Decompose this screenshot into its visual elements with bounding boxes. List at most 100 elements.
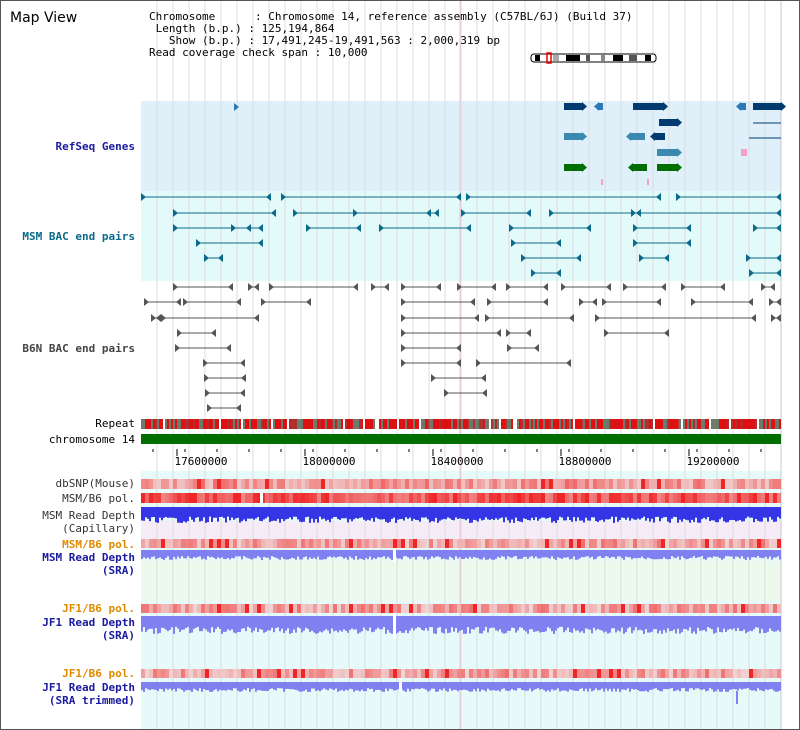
msm-read-depth-sra-bar [697,550,699,558]
jf1-b6-pol-2-heat [233,669,237,678]
jf1-b6-pol-heat [773,604,777,613]
msm-read-depth-capillary-bar [455,507,457,518]
msm-read-depth-sra-bar [649,550,651,559]
jf1-b6-pol-2-heat [617,669,621,678]
track-label-dbsnp[interactable]: dbSNP(Mouse) [55,477,135,490]
jf1-read-depth-sra-bar [767,616,769,632]
refseq-gene [564,103,582,110]
msm-read-depth-sra-bar [157,550,159,559]
track-label-msm-b6-pol[interactable]: MSM/B6 pol. [62,492,135,505]
dbsnp-heat [529,479,533,489]
jf1-b6-pol-heat [501,604,505,613]
jf1-read-depth-trimmed-bar [523,682,525,691]
msm-read-depth-sra-bar [541,550,543,558]
msm-read-depth-capillary-bar [565,507,567,521]
msm-read-depth-sra-bar [493,550,495,560]
jf1-read-depth-sra-bar [157,616,159,634]
dbsnp-heat [297,479,301,489]
repeat-feature [227,419,229,429]
axis-tick-label: 18000000 [303,455,356,468]
jf1-b6-pol-heat [761,604,765,613]
msm-read-depth-capillary-bar [667,507,669,522]
track-label-jf1-read-trimmed[interactable]: JF1 Read Depth (SRA trimmed) [42,681,135,707]
repeat-feature [383,419,385,429]
msm-b6-pol-sra-heat [509,539,513,548]
repeat-feature [507,419,509,429]
msm-read-depth-sra-bar [663,550,665,558]
repeat-feature [411,419,413,429]
msm-read-depth-sra-bar [315,550,317,560]
repeat-feature [243,419,245,429]
jf1-read-depth-trimmed-bar [195,682,197,690]
jf1-read-depth-trimmed-bar [671,682,673,689]
msm-read-depth-sra-bar [479,550,481,560]
dbsnp-heat [221,479,225,489]
repeat-feature [599,419,601,429]
dbsnp-heat [649,479,653,489]
msm-read-depth-sra-bar [681,550,683,557]
jf1-read-depth-trimmed-bar [227,682,229,690]
msm-b6-pol-sra-heat [561,539,565,548]
repeat-feature [435,419,437,429]
repeat-feature [651,419,653,429]
jf1-b6-pol-2-heat [729,669,733,678]
repeat-feature [729,419,731,429]
jf1-b6-pol-2-heat [189,669,193,678]
b6n-bac-pair [241,374,246,382]
jf1-read-depth-trimmed-bar [609,682,611,689]
msm-b6-pol-sra-heat [529,539,533,548]
track-label-jf1-read-sra[interactable]: JF1 Read Depth (SRA) [42,616,135,642]
msm-b6-pol-heat [641,493,645,503]
track-label-chromosome[interactable]: chromosome 14 [48,433,135,446]
repeat-feature [305,419,307,429]
dbsnp-heat [301,479,305,489]
track-label-msm-bac[interactable]: MSM BAC end pairs [22,230,135,243]
msm-read-depth-capillary-bar [141,507,143,521]
jf1-read-depth-trimmed-bar [437,682,439,692]
track-label-jf1-b6-pol-2[interactable]: JF1/B6 pol. [62,667,135,680]
msm-read-depth-sra-bar [409,550,411,559]
jf1-b6-pol-2-heat [225,669,229,678]
msm-read-depth-sra-bar [347,550,349,560]
jf1-read-depth-sra-bar [165,616,167,630]
track-label-repeat[interactable]: Repeat [95,417,135,430]
jf1-b6-pol-2-heat [413,669,417,678]
msm-read-depth-capillary-bar [191,507,193,520]
jf1-read-depth-trimmed-bar [145,682,147,689]
msm-read-depth-sra-bar [419,550,421,557]
jf1-read-depth-trimmed-bar [663,682,665,690]
b6n-bac-pair [543,283,548,291]
b6n-bac-pair [207,404,212,412]
msm-b6-pol-heat [465,493,469,503]
msm-b6-pol-sra-heat [513,539,517,548]
track-label-msm-b6-pol-sra[interactable]: MSM/B6 pol. [62,538,135,551]
repeat-feature [461,419,463,429]
refseq-gene [677,118,682,127]
msm-bac-pair [556,269,561,277]
msm-read-depth-sra-bar [719,550,721,559]
jf1-read-depth-trimmed-bar [235,682,237,689]
track-label-refseq[interactable]: RefSeq Genes [55,140,135,153]
jf1-b6-pol-2-heat [529,669,533,678]
jf1-read-depth-trimmed-bar [659,682,661,692]
jf1-read-depth-sra-bar [169,616,171,630]
track-label-msm-read-sra[interactable]: MSM Read Depth (SRA) [42,551,135,577]
jf1-b6-pol-heat [633,604,637,613]
track-label-b6n-bac[interactable]: B6N BAC end pairs [22,342,135,355]
b6n-bac-pair [261,298,266,306]
repeat-feature [319,419,321,429]
region-info: Chromosome : Chromosome 14, reference as… [149,11,632,59]
jf1-read-depth-trimmed-bar [287,682,289,689]
msm-read-depth-sra-bar [327,550,329,558]
jf1-b6-pol-heat [193,604,197,613]
jf1-read-depth-sra-bar [529,616,531,630]
b6n-bac-pair [211,329,216,337]
jf1-b6-pol-2-heat [393,669,397,678]
track-label-jf1-b6-pol[interactable]: JF1/B6 pol. [62,602,135,615]
chromosome-bar [141,434,781,444]
msm-read-depth-sra-bar [333,550,335,557]
msm-b6-pol-heat [325,493,329,503]
jf1-read-depth-trimmed-bar [191,682,193,692]
track-label-msm-read-capillary[interactable]: MSM Read Depth (Capillary) [42,509,135,535]
